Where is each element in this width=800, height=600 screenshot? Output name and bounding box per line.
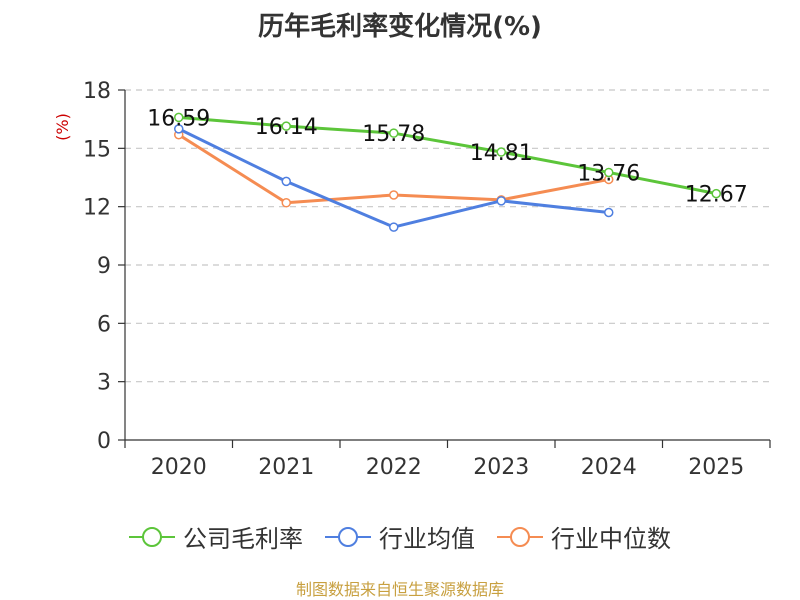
legend-line-marker-icon (129, 526, 175, 547)
y-tick-label: 0 (97, 429, 111, 454)
source-note: 制图数据来自恒生聚源数据库 (295, 580, 504, 599)
data-point (389, 190, 399, 200)
data-point (604, 167, 614, 178)
legend-item-industry-median[interactable]: 行业中位数 (497, 519, 671, 554)
data-point (174, 112, 184, 123)
y-tick-label: 3 (97, 371, 111, 396)
legend-line-marker-icon (497, 526, 543, 547)
x-tick-label: 2024 (581, 455, 637, 480)
data-point (281, 176, 291, 187)
legend-label: 行业中位数 (551, 525, 671, 553)
data-label: 16.59 (147, 106, 210, 131)
data-point (281, 198, 291, 208)
data-label: 16.14 (255, 115, 318, 140)
legend-item-company[interactable]: 公司毛利率 (129, 519, 303, 554)
data-point (389, 128, 399, 138)
chart-title: 历年毛利率变化情况(%) (258, 12, 542, 42)
x-tick-label: 2021 (258, 455, 314, 480)
series-line (178, 115, 717, 196)
data-label: 12.67 (685, 183, 748, 208)
legend: 公司毛利率 行业均值 行业中位数 (0, 519, 800, 554)
data-point (174, 124, 184, 134)
data-label: 14.81 (470, 141, 533, 166)
data-point (389, 222, 399, 232)
x-tick-label: 2025 (688, 455, 744, 480)
y-axis-label: (%) (53, 113, 72, 141)
x-tick-label: 2022 (366, 455, 422, 480)
legend-label: 公司毛利率 (183, 525, 303, 553)
legend-label: 行业均值 (379, 525, 475, 553)
y-tick-label: 15 (83, 137, 111, 162)
y-tick-label: 12 (83, 196, 111, 221)
x-tick-label: 2023 (473, 455, 529, 480)
y-tick-label: 9 (97, 254, 111, 279)
data-point (496, 147, 506, 157)
data-label: 13.76 (577, 161, 640, 186)
data-point (604, 207, 614, 218)
y-tick-label: 18 (83, 79, 111, 104)
data-point (496, 196, 506, 206)
legend-line-marker-icon (325, 526, 371, 547)
data-label: 15.78 (362, 122, 425, 147)
y-tick-label: 6 (97, 312, 111, 337)
x-tick-label: 2020 (151, 455, 207, 480)
legend-item-industry-mean[interactable]: 行业均值 (325, 519, 475, 554)
data-point (281, 121, 291, 131)
data-point (711, 188, 721, 199)
